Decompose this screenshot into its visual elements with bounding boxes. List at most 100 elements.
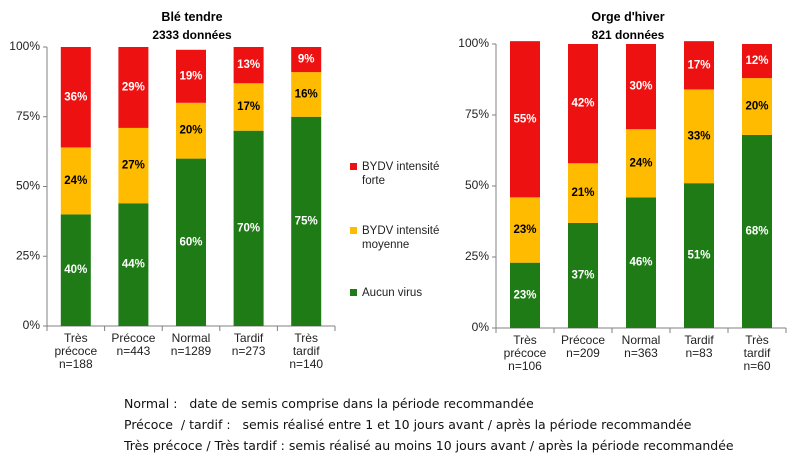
chart2-count-label: n=60 [743, 359, 770, 373]
chart1-bar-forte [118, 47, 149, 128]
chart1-data-label: 44% [122, 259, 145, 271]
chart1-bar-forte [233, 47, 264, 84]
chart2-bar-aucun [684, 183, 714, 328]
chart2-bar-moyenne [742, 78, 772, 135]
legend-swatch-aucun [350, 289, 357, 296]
chart2-data-label: 30% [629, 81, 652, 93]
chart2-data-label: 51% [687, 250, 710, 262]
chart1-bar-moyenne [233, 83, 264, 131]
chart2-data-label: 17% [687, 59, 710, 71]
chart2-bar-forte [684, 41, 714, 90]
chart2-x-tick-label: Très [513, 333, 537, 347]
chart2-bar-forte [568, 44, 598, 164]
chart1-data-label: 24% [64, 175, 87, 187]
chart1-data-label: 16% [295, 88, 318, 100]
chart1-data-label: 36% [64, 91, 87, 103]
chart1-subtitle: 2333 données [152, 28, 232, 42]
chart2-x-tick-label: Tardif [684, 333, 714, 347]
chart2-bar-aucun [510, 262, 540, 328]
chart2-y-tick-label: 25% [465, 249, 489, 263]
chart1-data-label: 9% [298, 54, 315, 66]
chart1-y-tick-label: 0% [23, 318, 41, 332]
legend-swatch-moyenne [350, 227, 357, 234]
chart1-count-label: n=1289 [171, 344, 212, 358]
chart1-data-label: 60% [179, 236, 202, 248]
chart2-data-label: 55% [513, 113, 536, 125]
chart1-x-tick-label: Normal [172, 331, 211, 345]
chart2-data-label: 46% [629, 257, 652, 269]
chart2-bar-aucun [742, 134, 772, 328]
chart1-count-label: n=188 [59, 357, 93, 371]
chart2-count-label: n=83 [685, 346, 712, 360]
chart2-data-label: 12% [745, 55, 768, 67]
chart2-x-tick-label: précoce [504, 346, 547, 360]
chart2-x-tick-label: Précoce [561, 333, 605, 347]
chart2-data-label: 33% [687, 130, 710, 142]
chart1-title: Blé tendre [161, 10, 222, 24]
chart1-bar-aucun [233, 130, 264, 326]
chart2-bar-moyenne [510, 197, 540, 263]
chart1-data-label: 13% [237, 59, 260, 71]
chart2-bar-aucun [568, 222, 598, 328]
chart2-y-tick-label: 0% [472, 320, 490, 334]
chart1-y-tick-label: 25% [16, 248, 40, 262]
chart2-data-label: 23% [513, 289, 536, 301]
notes: Normal : date de semis comprise dans la … [124, 393, 734, 456]
legend-swatch-forte [350, 163, 357, 170]
chart2-bar-moyenne [626, 129, 656, 198]
chart2-data-label: 68% [745, 225, 768, 237]
legend-label-moyenne: BYDV intensité moyenne [362, 225, 440, 251]
chart1-data-label: 20% [179, 125, 202, 137]
chart2-data-label: 42% [571, 98, 594, 110]
chart1-x-tick-label: Tardif [234, 331, 264, 345]
chart1-x-tick-label: précoce [54, 344, 97, 358]
chart1-x-tick-label: Très [64, 331, 88, 345]
legend-label-forte: BYDV intensité forte [362, 161, 440, 187]
chart1-count-label: n=443 [117, 344, 151, 358]
chart1-x-tick-label: Précoce [111, 331, 155, 345]
chart2-y-tick-label: 100% [458, 36, 489, 50]
chart1-bar-moyenne [176, 102, 206, 159]
chart2-x-tick-label: Très [745, 333, 769, 347]
chart1-y-tick-label: 50% [16, 179, 40, 193]
chart1-bar-moyenne [291, 72, 322, 117]
chart1-x-tick-label: Très [294, 331, 318, 345]
chart2-bar-moyenne [684, 89, 714, 184]
chart2-title: Orge d'hiver [591, 10, 664, 24]
chart2-data-label: 21% [571, 187, 594, 199]
chart1-y-tick-label: 75% [16, 109, 40, 123]
chart2-x-tick-label: tardif [744, 346, 771, 360]
chart2-count-label: n=106 [508, 359, 542, 373]
chart2-subtitle: 821 données [592, 28, 665, 42]
chart1-data-label: 19% [179, 70, 202, 82]
chart1-count-label: n=273 [232, 344, 266, 358]
chart2-count-label: n=209 [566, 346, 600, 360]
chart2-bar-forte [510, 41, 540, 198]
chart2-data-label: 24% [629, 157, 652, 169]
chart1-data-label: 40% [64, 264, 87, 276]
chart1-bar-moyenne [60, 147, 91, 215]
chart1-bar-aucun [60, 214, 91, 326]
chart1-bar-forte [291, 47, 322, 73]
chart2-y-tick-label: 75% [465, 107, 489, 121]
note-tres-precoce-tardif: Très précoce / Très tardif : semis réali… [124, 438, 734, 453]
chart1-count-label: n=140 [289, 357, 323, 371]
chart2-bar-aucun [626, 197, 656, 328]
chart2-bar-moyenne [568, 163, 598, 223]
chart1-bar-forte [60, 47, 91, 148]
chart1-data-label: 27% [122, 160, 145, 172]
chart1-bar-aucun [291, 116, 322, 326]
chart2-count-label: n=363 [624, 346, 658, 360]
chart2-data-label: 37% [571, 269, 594, 281]
chart1-data-label: 17% [237, 101, 260, 113]
chart1-bar-aucun [176, 158, 206, 326]
chart1-data-label: 70% [237, 222, 260, 234]
note-normal: Normal : date de semis comprise dans la … [124, 396, 534, 411]
chart2-data-label: 20% [745, 101, 768, 113]
legend-label-aucun: Aucun virus [362, 287, 423, 299]
chart2-y-tick-label: 50% [465, 178, 489, 192]
chart2-x-tick-label: Normal [622, 333, 661, 347]
chart1-bar-forte [176, 49, 206, 103]
chart1-bar-aucun [118, 203, 149, 326]
chart1-bar-moyenne [118, 127, 149, 204]
